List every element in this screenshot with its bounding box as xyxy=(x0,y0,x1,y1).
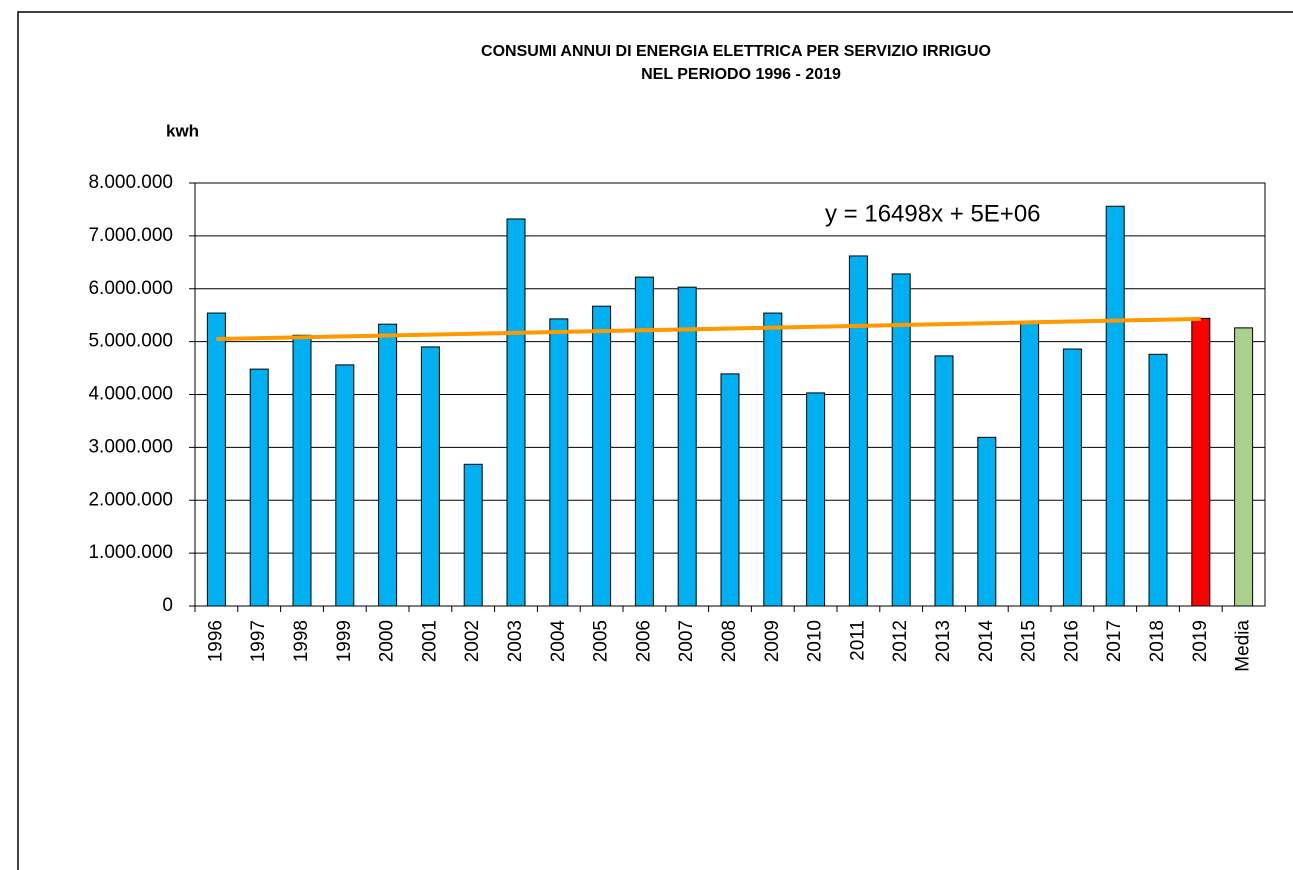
bar xyxy=(206,312,226,607)
x-tick-label: 2006 xyxy=(633,620,654,662)
x-tick-label: 2013 xyxy=(933,620,954,662)
x-tick-label: 1998 xyxy=(291,620,312,662)
y-tick-label: 2.000.000 xyxy=(88,489,173,510)
x-tick-label: 1999 xyxy=(334,620,355,662)
bar xyxy=(848,255,868,607)
bar xyxy=(378,323,398,607)
bar xyxy=(335,364,355,607)
trendline xyxy=(216,316,1201,341)
annotation: y = 16498x + 5E+06 xyxy=(825,200,1041,227)
bar xyxy=(634,276,654,607)
x-tick-label: 2019 xyxy=(1190,620,1211,662)
x-tick-label: 1997 xyxy=(248,620,269,662)
bar xyxy=(1234,327,1254,607)
bar xyxy=(420,346,440,607)
x-tick-label: 2010 xyxy=(805,620,826,662)
x-tick-label: 2005 xyxy=(591,620,612,662)
chart-title: CONSUMI ANNUI DI ENERGIA ELETTRICA PER S… xyxy=(481,43,991,60)
bar xyxy=(763,312,783,607)
x-tick-label: 1996 xyxy=(205,620,226,662)
bar xyxy=(249,368,269,607)
y-tick-label: 4.000.000 xyxy=(88,384,173,405)
bar xyxy=(891,273,911,607)
bar xyxy=(1191,317,1211,607)
x-tick-label: 2000 xyxy=(377,620,398,662)
y-tick-label: 7.000.000 xyxy=(88,225,173,246)
bar xyxy=(977,436,997,607)
x-tick-label: 2018 xyxy=(1147,620,1168,662)
y-tick-label: 8.000.000 xyxy=(88,172,173,193)
bar xyxy=(1062,348,1082,607)
bar xyxy=(592,305,612,607)
x-tick-label: 2003 xyxy=(505,620,526,662)
x-tick-label: 2017 xyxy=(1104,620,1125,662)
x-tick-label: 2001 xyxy=(419,620,440,662)
x-tick-label: 2012 xyxy=(890,620,911,662)
x-tick-label: 2008 xyxy=(719,620,740,662)
y-tick-label: 6.000.000 xyxy=(88,278,173,299)
bar xyxy=(1020,322,1040,607)
bar xyxy=(720,373,740,607)
x-tick-label: 2007 xyxy=(676,620,697,662)
x-tick-label: 2009 xyxy=(762,620,783,662)
chart-title: NEL PERIODO 1996 - 2019 xyxy=(641,66,841,83)
bar xyxy=(806,392,826,607)
bar xyxy=(549,318,569,607)
y-axis-label: kwh xyxy=(166,121,199,140)
bar xyxy=(934,355,954,607)
x-tick-label: 2004 xyxy=(548,620,569,663)
bar xyxy=(1148,353,1168,607)
bar xyxy=(506,218,526,607)
y-tick-label: 1.000.000 xyxy=(88,542,173,563)
y-tick-label: 0 xyxy=(162,595,173,616)
frame xyxy=(17,11,1293,870)
x-tick-label: 2015 xyxy=(1019,620,1040,662)
bar xyxy=(677,286,697,607)
x-tick-label: 2014 xyxy=(976,620,997,663)
bar xyxy=(1105,205,1125,607)
y-tick-label: 5.000.000 xyxy=(88,331,173,352)
x-tick-label: 2016 xyxy=(1061,620,1082,662)
x-tick-label: 2002 xyxy=(462,620,483,662)
bar xyxy=(463,463,483,607)
bar xyxy=(292,334,312,607)
x-tick-label: Media xyxy=(1233,620,1254,672)
x-tick-label: 2011 xyxy=(847,620,868,661)
y-tick-label: 3.000.000 xyxy=(88,436,173,457)
